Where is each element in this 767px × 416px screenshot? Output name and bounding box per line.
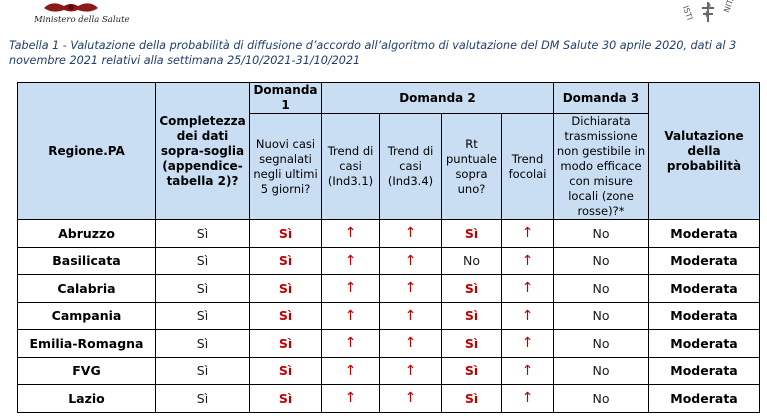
table-row: Basilicata Sì Sì ↑ ↑ No ↑ No Moderata [17,246,761,275]
rt-cell: Sì [441,274,502,303]
trend-ind34-icon: ↑ [379,274,442,303]
region-cell: Campania [17,301,156,330]
header-completeness: Completezza dei dati sopra-soglia (appen… [155,82,250,220]
completeness-cell: Sì [155,219,250,248]
table-caption: Tabella 1 - Valutazione della probabilit… [9,39,737,67]
transmission-cell: No [553,301,650,330]
transmission-cell: No [553,219,650,248]
new-cases-cell: Sì [249,301,322,330]
region-cell: FVG [17,356,156,385]
trend-focolai-icon: ↑ [500,329,555,358]
probability-table: Regione.PA Completezza dei dati sopra-so… [17,82,761,413]
rt-cell: Sì [441,219,502,248]
trend-ind34-icon: ↑ [379,219,442,248]
header-domanda-2: Domanda 2 [320,82,555,114]
evaluation-cell: Moderata [648,301,761,330]
region-cell: Abruzzo [17,219,156,248]
trend-ind31-icon: ↑ [321,301,380,330]
header-region: Regione.PA [17,82,156,220]
trend-ind34-icon: ↑ [379,356,442,385]
evaluation-cell: Moderata [648,356,761,385]
trend-ind34-icon: ↑ [379,384,442,413]
trend-ind31-icon: ↑ [321,219,380,248]
rt-cell: No [441,246,502,275]
table-row: Campania Sì Sì ↑ ↑ Sì ↑ No Moderata [17,301,761,330]
evaluation-cell: Moderata [648,274,761,303]
trend-ind31-icon: ↑ [321,246,380,275]
region-cell: Basilicata [17,246,156,275]
trend-focolai-icon: ↑ [500,356,555,385]
trend-focolai-icon: ↑ [500,274,555,303]
transmission-cell: No [553,329,650,358]
new-cases-cell: Sì [249,356,322,385]
new-cases-cell: Sì [249,246,322,275]
trend-ind31-icon: ↑ [321,329,380,358]
transmission-cell: No [553,246,650,275]
completeness-cell: Sì [155,246,250,275]
svg-text:ISTI: ISTI [681,5,694,22]
completeness-cell: Sì [155,301,250,330]
trend-focolai-icon: ↑ [500,246,555,275]
new-cases-cell: Sì [249,384,322,413]
header-transmission: Dichiarata trasmissione non gestibile in… [553,113,650,220]
trend-focolai-icon: ↑ [500,301,555,330]
completeness-cell: Sì [155,384,250,413]
header-rt: Rt puntuale sopra uno? [441,113,502,220]
trend-ind31-icon: ↑ [321,274,380,303]
transmission-cell: No [553,356,650,385]
rt-cell: Sì [441,329,502,358]
trend-focolai-icon: ↑ [500,219,555,248]
evaluation-cell: Moderata [648,384,761,413]
trend-ind31-icon: ↑ [321,384,380,413]
evaluation-cell: Moderata [648,219,761,248]
table-row: Lazio Sì Sì ↑ ↑ Sì ↑ No Moderata [17,384,761,413]
institute-logo-icon: ISTI NITA [681,0,737,22]
completeness-cell: Sì [155,356,250,385]
transmission-cell: No [553,384,650,413]
new-cases-cell: Sì [249,329,322,358]
ministry-label: Ministero della Salute [34,15,130,25]
rt-cell: Sì [441,384,502,413]
trend-ind34-icon: ↑ [379,329,442,358]
header-evaluation: Valutazione della probabilità [648,82,761,220]
evaluation-cell: Moderata [648,246,761,275]
transmission-cell: No [553,274,650,303]
evaluation-cell: Moderata [648,329,761,358]
table-row: Calabria Sì Sì ↑ ↑ Sì ↑ No Moderata [17,274,761,303]
header-domanda-1: Domanda 1 [249,82,322,114]
table-row: Emilia-Romagna Sì Sì ↑ ↑ Sì ↑ No Moderata [17,329,761,358]
trend-focolai-icon: ↑ [500,384,555,413]
table-body: Abruzzo Sì Sì ↑ ↑ Sì ↑ No Moderata Basilicata Sì Sì… [17,219,761,413]
table-row: Abruzzo Sì Sì ↑ ↑ Sì ↑ No Moderata [17,219,761,248]
new-cases-cell: Sì [249,274,322,303]
svg-text:NITA: NITA [722,0,737,14]
region-cell: Calabria [17,274,156,303]
table-row: FVG Sì Sì ↑ ↑ Sì ↑ No Moderata [17,356,761,385]
header-domanda-3: Domanda 3 [553,82,650,114]
trend-ind31-icon: ↑ [321,356,380,385]
header-trend-focolai: Trend focolai [500,113,555,220]
header-new-cases: Nuovi casi segnalati negli ultimi 5 gior… [249,113,322,220]
trend-ind34-icon: ↑ [379,246,442,275]
new-cases-cell: Sì [249,219,322,248]
region-cell: Emilia-Romagna [17,329,156,358]
ministry-logo: Ministero della Salute [28,0,130,30]
header-trend-ind31: Trend di casi (Ind3.1) [321,113,380,220]
trend-ind34-icon: ↑ [379,301,442,330]
completeness-cell: Sì [155,274,250,303]
rt-cell: Sì [441,356,502,385]
rt-cell: Sì [441,301,502,330]
region-cell: Lazio [17,384,156,413]
header-trend-ind34: Trend di casi (Ind3.4) [379,113,442,220]
ministry-emblem-icon [44,3,98,12]
completeness-cell: Sì [155,329,250,358]
